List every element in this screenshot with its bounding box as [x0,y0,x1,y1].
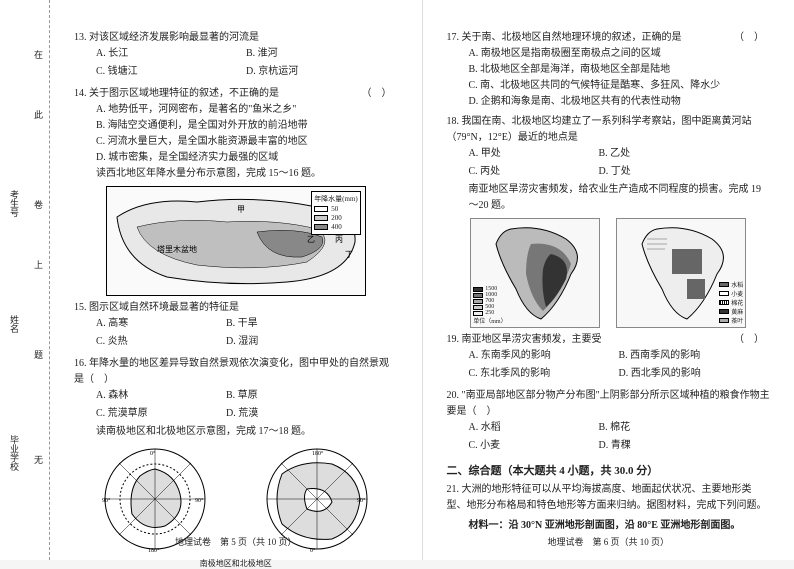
opt: B. 北极地区全部是海洋，南极地区全部是陆地 [469,62,771,78]
svg-text:乙: 乙 [307,235,315,244]
q17: 17. 关于南、北极地区自然地理环境的叙述，正确的是 （ ） A. 南极地区是指南… [447,30,771,110]
opt: B. 西南季风的影响 [619,348,769,364]
q17-stem: 17. 关于南、北极地区自然地理环境的叙述，正确的是 [447,32,682,43]
q16-note: 读南极地区和北极地区示意图，完成 17～18 题。 [74,424,398,440]
svg-text:甲: 甲 [237,205,245,214]
opt: A. 高寒 [96,316,226,332]
opt: D. 城市密集，是全国经济实力最强的区域 [96,150,398,166]
q15-stem: 15. 图示区域自然环境最显著的特征是 [74,302,239,313]
legend-crops: 水稻 小麦 棉花 黄麻 茶叶 [719,280,743,325]
bind-mark: 题 [32,350,45,359]
exam-paper: 在 此 考生号 卷 上 姓名 题 毕业学校 无 13. 对该区域经济发展影响最显… [0,0,794,560]
svg-text:90°: 90° [195,497,204,504]
opt: C. 丙处 [469,164,599,180]
legend-title: 年降水量(mm) [314,194,358,204]
opt: D. 荒漠 [226,406,356,422]
opt: D. 西北季风的影响 [619,366,769,382]
field-label: 考生号 [8,190,21,217]
q20: 20. "南亚局部地区部分物产分布图"上阴影部分所示区域种植的粮食作物主要是（ … [447,388,771,456]
opt: C. 南、北极地区共同的气候特征是酷寒、多狂风、降水少 [469,78,771,94]
opt: B. 乙处 [599,146,729,162]
q14-stem: 14. 关于图示区域地理特征的叙述，不正确的是 [74,88,279,99]
q18-note: 南亚地区旱涝灾害频发，给农业生产造成不同程度的损害。完成 19～20 题。 [447,182,771,214]
q13-stem: 13. 对该区域经济发展影响最显著的河流是 [74,32,259,43]
legend-rain: 1500 1000 700 500 250 单位（mm） [473,286,506,325]
opt: D. 企鹅和海象是南、北极地区共有的代表性动物 [469,94,771,110]
india-crops: 水稻 小麦 棉花 黄麻 茶叶 [616,218,746,328]
bind-mark: 此 [32,110,45,119]
q19-stem: 19. 南亚地区旱涝灾害频发，主要受 [447,334,602,345]
svg-text:0°: 0° [310,547,316,554]
q16-stem: 16. 年降水量的地区差异导致自然景观依次演变化，图中甲处的自然景观是（ ） [74,358,389,385]
india-rainfall: 1500 1000 700 500 250 单位（mm） [470,218,600,328]
opt: B. 淮河 [246,46,396,62]
svg-text:0°: 0° [150,450,156,457]
page-right: 17. 关于南、北极地区自然地理环境的叙述，正确的是 （ ） A. 南极地区是指南… [422,0,794,560]
opt: A. 东南季风的影响 [469,348,619,364]
opt: A. 森林 [96,388,226,404]
q18-stem: 18. 我国在南、北极地区均建立了一系列科学考察站，图中距离黄河站（79°N，1… [447,116,752,143]
q18: 18. 我国在南、北极地区均建立了一系列科学考察站，图中距离黄河站（79°N，1… [447,114,771,214]
bind-mark: 在 [32,50,45,59]
opt: B. 草原 [226,388,356,404]
opt: D. 京杭运河 [246,64,396,80]
opt: C. 钱塘江 [96,64,246,80]
svg-text:塔里木盆地: 塔里木盆地 [157,244,197,254]
svg-text:180°: 180° [148,547,160,554]
blank-paren: （ ） [734,332,764,348]
opt: A. 甲处 [469,146,599,162]
page-left: 13. 对该区域经济发展影响最显著的河流是 A. 长江 B. 淮河 C. 钱塘江… [50,0,422,560]
page-footer: 地理试卷 第 6 页（共 10 页） [423,535,794,548]
section-2-title: 二、综合题（本大题共 4 小题，共 30.0 分） [447,462,771,478]
legend: 年降水量(mm) 50 200 400 [311,191,361,235]
opt: A. 地势低平，河网密布，是著名的"鱼米之乡" [96,102,398,118]
svg-text:丙: 丙 [335,235,343,244]
q21-stem: 21. 大洲的地形特征可以从平均海拔高度、地面起伏状况、主要地形类型、地形分布格… [447,484,767,511]
opt: B. 海陆空交通便利，是全国对外开放的前沿地带 [96,118,398,134]
binding-margin: 在 此 考生号 卷 上 姓名 题 毕业学校 无 [0,0,50,560]
opt: A. 长江 [96,46,246,62]
bind-mark: 无 [32,455,45,464]
opt: C. 东北季风的影响 [469,366,619,382]
q14-note: 读西北地区年降水量分布示意图，完成 15～16 题。 [74,166,398,182]
q16: 16. 年降水量的地区差异导致自然景观依次演变化，图中甲处的自然景观是（ ） A… [74,356,398,440]
opt: C. 小麦 [469,438,599,454]
page-footer: 地理试卷 第 5 页（共 10 页） [50,535,422,548]
opt: B. 棉花 [599,420,729,436]
svg-text:丁: 丁 [345,250,353,259]
blank-paren: （ ） [734,30,764,46]
blank-paren: （ ） [362,86,392,102]
bind-mark: 卷 [32,200,45,209]
q21-material: 材料一：沿 30°N 亚洲地形剖面图，沿 80°E 亚洲地形剖面图。 [469,520,741,531]
opt: C. 河流水量巨大，是全国水能资源最丰富的地区 [96,134,398,150]
field-label: 姓名 [8,315,21,333]
q20-stem: 20. "南亚局部地区部分物产分布图"上阴影部分所示区域种植的粮食作物主要是（ … [447,390,770,417]
field-label: 毕业学校 [8,435,21,471]
opt: A. 南极地区是指南极圈至南极点之间的区域 [469,46,771,62]
opt: B. 干旱 [226,316,356,332]
opt: C. 荒漠草原 [96,406,226,422]
q21: 21. 大洲的地形特征可以从平均海拔高度、地面起伏状况、主要地形类型、地形分布格… [447,482,771,534]
figure-nw-china: 塔里木盆地 乙 丙 甲 丁 年降水量(mm) 50 200 400 [106,186,366,296]
svg-text:90°: 90° [357,497,366,504]
q19: 19. 南亚地区旱涝灾害频发，主要受 （ ） A. 东南季风的影响 B. 西南季风… [447,332,771,384]
opt: D. 丁处 [599,164,729,180]
svg-text:90°: 90° [102,497,111,504]
q14: 14. 关于图示区域地理特征的叙述，不正确的是 （ ） A. 地势低平，河网密布，… [74,86,398,182]
q15: 15. 图示区域自然环境最显著的特征是 A. 高寒 B. 干旱 C. 炎热 D.… [74,300,398,352]
opt: D. 湿润 [226,334,356,350]
opt: A. 水稻 [469,420,599,436]
opt: C. 炎热 [96,334,226,350]
bind-mark: 上 [32,260,45,269]
q13: 13. 对该区域经济发展影响最显著的河流是 A. 长江 B. 淮河 C. 钱塘江… [74,30,398,82]
opt: D. 青稞 [599,438,729,454]
svg-text:180°: 180° [312,450,324,457]
figure-india: 1500 1000 700 500 250 单位（mm） 水稻 小麦 棉花 黄麻 [447,218,771,328]
